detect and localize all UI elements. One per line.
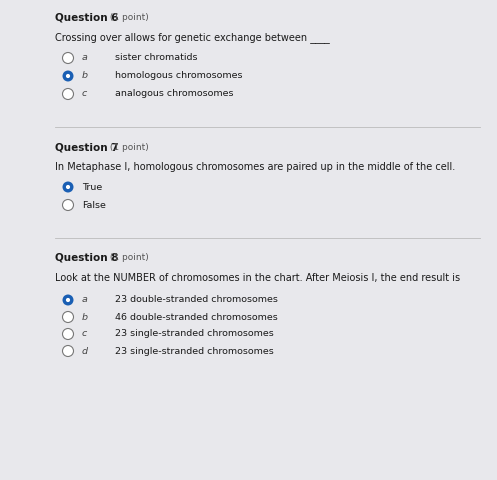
Text: Question 6: Question 6 [55, 13, 118, 23]
Text: homologous chromosomes: homologous chromosomes [115, 72, 243, 81]
Text: b: b [82, 312, 88, 322]
Circle shape [66, 185, 70, 189]
Circle shape [66, 298, 70, 302]
Text: (1 point): (1 point) [107, 143, 149, 152]
Text: True: True [82, 182, 102, 192]
Circle shape [63, 328, 74, 339]
Text: Look at the NUMBER of chromosomes in the chart. After Meiosis I, the end result : Look at the NUMBER of chromosomes in the… [55, 273, 460, 283]
Text: 23 single-stranded chromosomes: 23 single-stranded chromosomes [115, 329, 274, 338]
Text: b: b [82, 72, 88, 81]
Text: False: False [82, 201, 106, 209]
Text: 23 double-stranded chromosomes: 23 double-stranded chromosomes [115, 296, 278, 304]
Text: d: d [82, 347, 88, 356]
Text: (1 point): (1 point) [107, 253, 149, 263]
Text: c: c [82, 89, 87, 98]
Text: In Metaphase I, homologous chromosomes are paired up in the middle of the cell.: In Metaphase I, homologous chromosomes a… [55, 162, 455, 172]
Text: c: c [82, 329, 87, 338]
Text: (1 point): (1 point) [107, 13, 149, 23]
Text: a: a [82, 53, 88, 62]
Text: sister chromatids: sister chromatids [115, 53, 197, 62]
Text: analogous chromosomes: analogous chromosomes [115, 89, 234, 98]
Circle shape [63, 312, 74, 323]
Text: Question 7: Question 7 [55, 142, 119, 152]
Circle shape [63, 52, 74, 63]
Circle shape [63, 346, 74, 357]
Text: 23 single-stranded chromosomes: 23 single-stranded chromosomes [115, 347, 274, 356]
Text: 46 double-stranded chromosomes: 46 double-stranded chromosomes [115, 312, 278, 322]
Circle shape [63, 181, 74, 192]
Text: Question 8: Question 8 [55, 253, 118, 263]
Text: Crossing over allows for genetic exchange between ____: Crossing over allows for genetic exchang… [55, 33, 330, 44]
Circle shape [63, 295, 74, 305]
Circle shape [66, 74, 70, 78]
Circle shape [63, 71, 74, 82]
Circle shape [63, 200, 74, 211]
Text: a: a [82, 296, 88, 304]
Circle shape [63, 88, 74, 99]
